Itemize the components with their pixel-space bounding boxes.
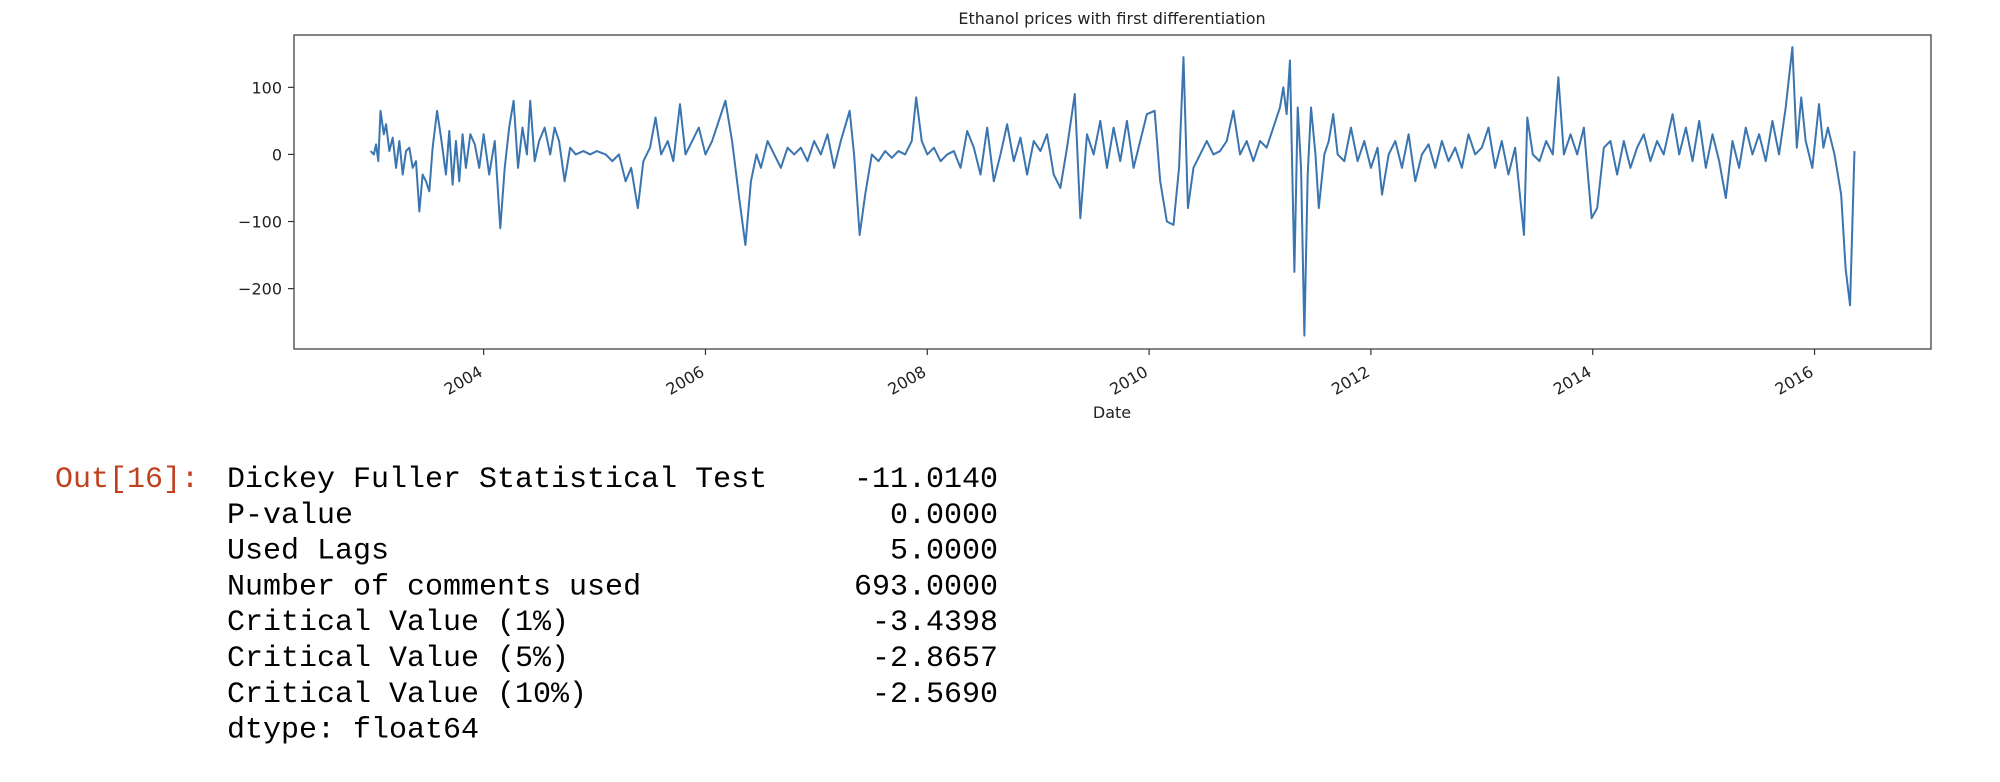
output-row-value: -2.8657 (872, 642, 998, 676)
output-row-value: -3.4398 (872, 606, 998, 640)
output-row-value: 5.0000 (890, 535, 998, 569)
x-tick-label: 2004 (441, 362, 486, 399)
output-row-label: P-value (227, 499, 353, 533)
output-prompt: Out[16]: (55, 463, 199, 497)
x-tick-label: 2008 (885, 362, 930, 399)
x-tick-label: 2010 (1106, 362, 1151, 399)
output-row-value: 693.0000 (854, 570, 998, 604)
output-row-value: -11.0140 (854, 463, 998, 497)
x-tick-label: 2012 (1328, 362, 1373, 399)
y-tick-label: 100 (251, 78, 282, 97)
x-tick-label: 2006 (663, 362, 708, 399)
x-axis-label: Date (1093, 403, 1131, 422)
y-tick-label: 0 (272, 145, 282, 164)
chart-title: Ethanol prices with first differentiatio… (958, 9, 1265, 28)
output-row-label: Critical Value (5%) (227, 642, 569, 676)
output-dtype: dtype: float64 (227, 714, 479, 748)
output-row-value: 0.0000 (890, 499, 998, 533)
x-tick-label: 2016 (1772, 362, 1817, 399)
output-row-label: Used Lags (227, 535, 389, 569)
plot-frame (293, 34, 1932, 350)
output-row-label: Number of comments used (227, 570, 641, 604)
y-tick-label: −200 (238, 280, 282, 299)
x-tick-label: 2014 (1550, 362, 1595, 399)
output-row-label: Dickey Fuller Statistical Test (227, 463, 767, 497)
output-row-label: Critical Value (10%) (227, 678, 587, 712)
data-line (369, 46, 1856, 337)
y-tick-label: −100 (238, 213, 282, 232)
output-row-label: Critical Value (1%) (227, 606, 569, 640)
output-row-value: -2.5690 (872, 678, 998, 712)
